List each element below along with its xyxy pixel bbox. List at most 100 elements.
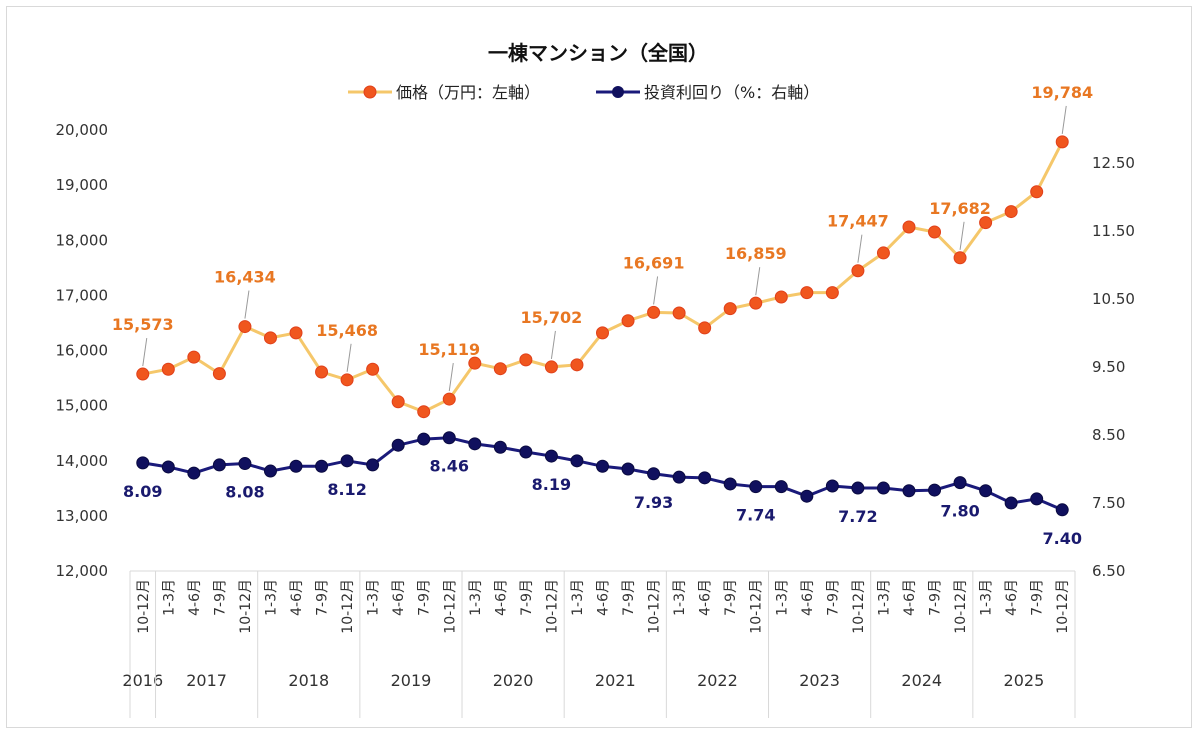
category-tick-label: 4-6月 <box>391 579 407 616</box>
price-data-label: 15,573 <box>112 315 174 334</box>
year-label: 2020 <box>493 671 534 690</box>
price-point <box>825 286 839 300</box>
price-point <box>136 367 150 381</box>
yield-point <box>749 480 763 494</box>
category-tick-label: 7-9月 <box>1030 579 1046 616</box>
yield-point <box>621 462 635 476</box>
year-label: 2016 <box>122 671 163 690</box>
price-point <box>391 395 405 409</box>
yield-point <box>366 458 380 472</box>
category-tick-label: 4-6月 <box>493 579 509 616</box>
chart-title: 一棟マンション（全国） <box>488 41 708 65</box>
year-label: 2021 <box>595 671 636 690</box>
price-point <box>647 305 661 319</box>
price-point <box>621 314 635 328</box>
price-point <box>544 360 558 374</box>
price-label-leader <box>142 337 148 367</box>
price-label-leader <box>448 362 454 392</box>
price-point <box>468 356 482 370</box>
price-point <box>493 362 507 376</box>
category-tick-label: 10-12月 <box>647 579 663 634</box>
category-tick-label: 1-3月 <box>774 579 790 616</box>
category-tick-label: 1-3月 <box>570 579 586 616</box>
price-data-label: 15,119 <box>418 340 480 359</box>
price-point <box>212 367 226 381</box>
price-point <box>366 362 380 376</box>
price-point <box>672 306 686 320</box>
price-data-label: 17,447 <box>827 212 889 231</box>
yield-point <box>570 454 584 468</box>
price-point <box>902 220 916 234</box>
category-tick-label: 4-6月 <box>187 579 203 616</box>
price-point <box>1030 185 1044 199</box>
right-axis-tick-label: 6.50 <box>1092 562 1125 580</box>
category-tick-label: 7-9月 <box>621 579 637 616</box>
category-tick-label: 10-12月 <box>238 579 254 634</box>
yield-data-label: 7.93 <box>634 493 673 512</box>
yield-point <box>238 457 252 471</box>
yield-point <box>442 431 456 445</box>
category-tick-label: 4-6月 <box>902 579 918 616</box>
yield-data-label: 7.74 <box>736 506 775 525</box>
left-axis-tick-label: 17,000 <box>56 286 109 304</box>
price-line <box>142 141 1064 414</box>
yield-data-label: 7.40 <box>1042 529 1081 548</box>
price-point <box>800 286 814 300</box>
right-axis-tick-label: 10.50 <box>1092 290 1135 308</box>
yield-point <box>876 481 890 495</box>
price-point <box>876 246 890 260</box>
yield-point <box>289 459 303 473</box>
yield-point <box>315 459 329 473</box>
price-label-leader <box>244 290 250 319</box>
category-tick-label: 1-3月 <box>366 579 382 616</box>
year-label: 2022 <box>697 671 738 690</box>
yield-point <box>1004 496 1018 510</box>
yield-point <box>800 489 814 503</box>
left-axis-tick-label: 14,000 <box>56 452 109 470</box>
yield-point <box>187 466 201 480</box>
price-point <box>928 225 942 239</box>
yield-point <box>417 432 431 446</box>
category-tick-label: 1-3月 <box>979 579 995 616</box>
yield-point <box>723 477 737 491</box>
left-axis-tick-label: 15,000 <box>56 397 109 415</box>
category-tick-label: 4-6月 <box>800 579 816 616</box>
chart-border <box>6 6 1192 728</box>
category-tick-label: 10-12月 <box>136 579 152 634</box>
category-tick-label: 10-12月 <box>544 579 560 634</box>
price-data-label: 16,434 <box>214 268 276 287</box>
price-point <box>698 321 712 335</box>
price-label-leader <box>1061 105 1067 134</box>
yield-point <box>953 476 967 490</box>
yield-line <box>142 436 1063 512</box>
price-point <box>953 251 967 265</box>
yield-point <box>263 464 277 478</box>
yield-data-label: 8.46 <box>430 457 469 476</box>
category-tick-label: 10-12月 <box>851 579 867 634</box>
price-label-leader <box>653 276 659 305</box>
yield-data-label: 8.19 <box>532 475 571 494</box>
price-point <box>263 331 277 345</box>
category-tick-label: 1-3月 <box>876 579 892 616</box>
category-tick-label: 7-9月 <box>212 579 228 616</box>
price-point <box>570 358 584 372</box>
year-label: 2018 <box>288 671 329 690</box>
left-axis-tick-label: 20,000 <box>56 121 109 139</box>
right-axis-tick-label: 11.50 <box>1092 222 1135 240</box>
category-tick-label: 1-3月 <box>263 579 279 616</box>
price-data-label: 15,702 <box>521 308 583 327</box>
year-label: 2025 <box>1004 671 1045 690</box>
category-tick-label: 4-6月 <box>289 579 305 616</box>
yield-point <box>979 484 993 498</box>
category-tick-label: 4-6月 <box>1004 579 1020 616</box>
price-point <box>723 302 737 316</box>
price-point <box>851 264 865 278</box>
year-label: 2023 <box>799 671 840 690</box>
yield-point <box>519 445 533 459</box>
right-axis-tick-label: 9.50 <box>1092 358 1125 376</box>
price-data-label: 15,468 <box>316 321 378 340</box>
yield-data-label: 7.80 <box>940 502 979 521</box>
left-axis-tick-label: 12,000 <box>56 562 109 580</box>
yield-point <box>774 480 788 494</box>
